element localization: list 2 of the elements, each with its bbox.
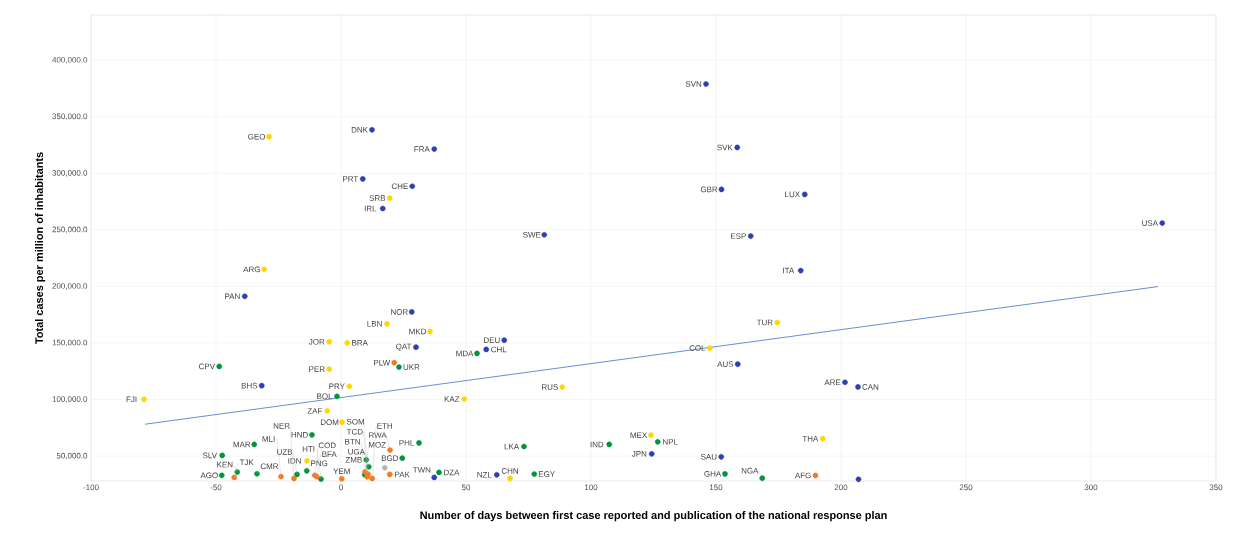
x-axis-title: Number of days between first case reported and publication of the national response plan: [420, 511, 887, 522]
y-axis-title: Total cases per million of inhabitants: [34, 152, 46, 344]
